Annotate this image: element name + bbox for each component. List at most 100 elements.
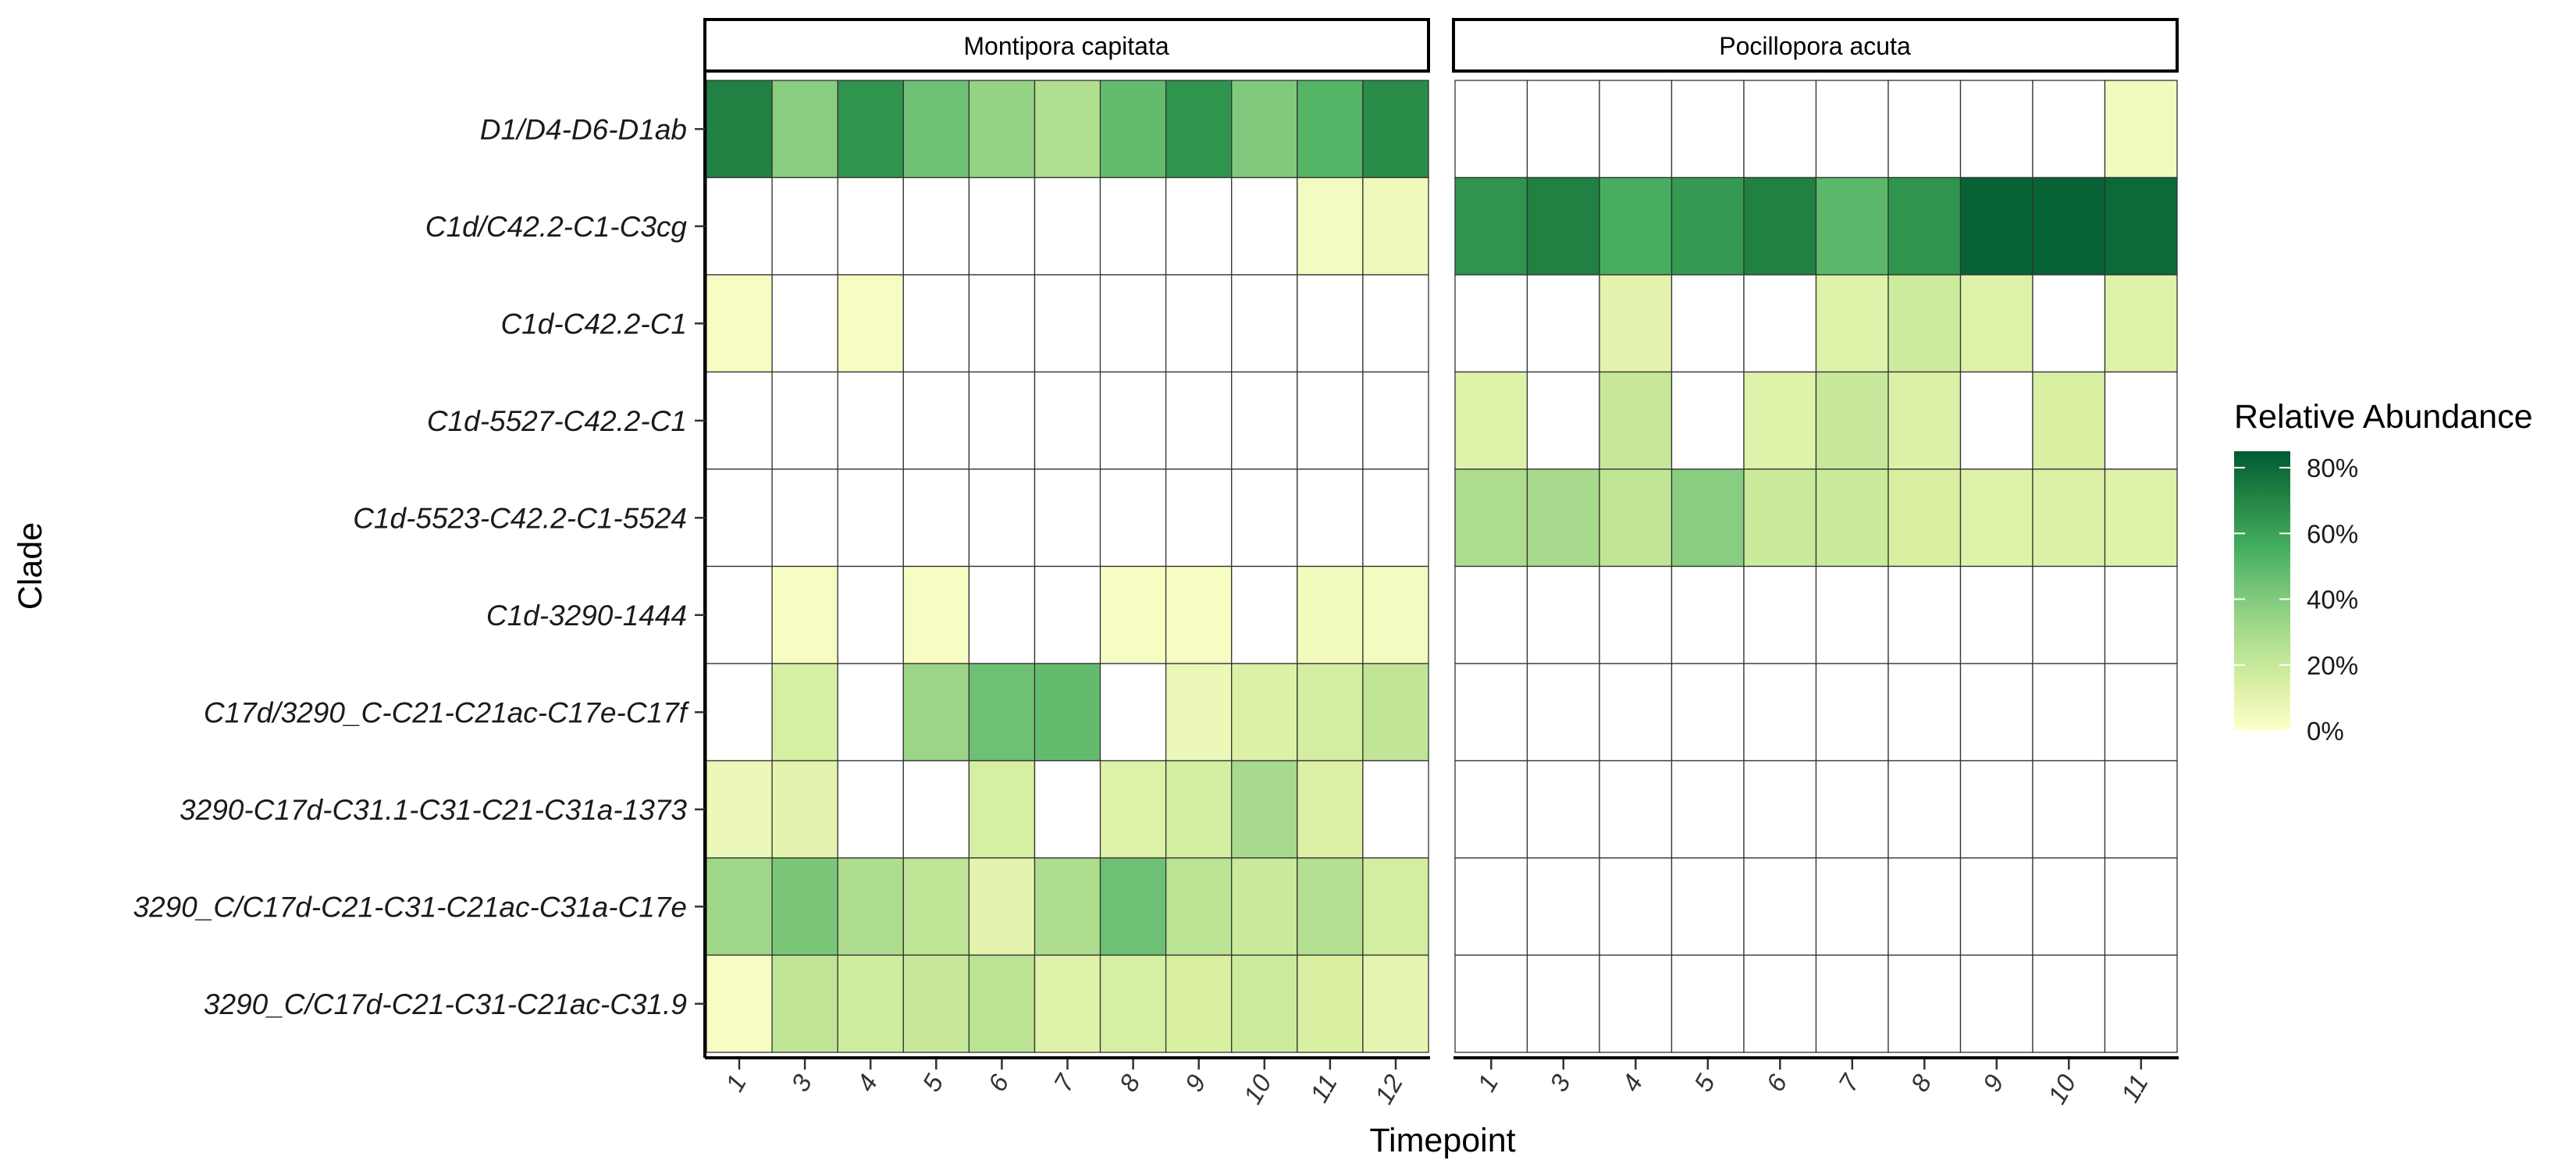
heatmap-cell <box>771 274 838 373</box>
heatmap-cell <box>1670 760 1745 859</box>
x-tick-label: 1 <box>720 1070 752 1096</box>
heatmap-cell <box>1034 565 1101 664</box>
heatmap-cell <box>902 80 970 179</box>
heatmap-cell <box>1099 760 1167 859</box>
heatmap-cell <box>1959 663 2033 762</box>
heatmap-cell <box>1670 954 1745 1053</box>
panel-strip <box>703 18 1430 73</box>
heatmap-cell <box>1231 371 1298 470</box>
heatmap-cell <box>1815 760 1889 859</box>
heatmap-cell <box>1959 565 2033 664</box>
heatmap-cell <box>1670 176 1745 276</box>
x-tick-label: 5 <box>916 1069 949 1096</box>
x-ticks-montipora: 1 3 4 5 6 7 8 9 10 11 12 <box>720 1059 1408 1109</box>
heatmap-cell <box>2104 663 2178 762</box>
heatmap-cell <box>1599 80 1673 179</box>
heatmap-cell <box>1599 176 1673 276</box>
heatmap-cell <box>1099 954 1167 1053</box>
heatmap-cell <box>771 857 838 956</box>
heatmap-cell <box>1231 468 1298 568</box>
heatmap-cell <box>1034 760 1101 859</box>
heatmap-cell <box>837 760 904 859</box>
heatmap-cell <box>968 663 1036 762</box>
heatmap-cell <box>1099 80 1167 179</box>
heatmap-cell <box>902 371 970 470</box>
heatmap-cell <box>1670 565 1745 664</box>
heatmap-cell <box>1815 565 1889 664</box>
x-tick-label: 12 <box>1369 1070 1408 1109</box>
heatmap-cell <box>1670 857 1745 956</box>
heatmap-cell <box>706 565 773 664</box>
heatmap-cell <box>1165 176 1233 276</box>
heatmap-cell <box>771 663 838 762</box>
x-tick-label: 10 <box>2042 1069 2082 1109</box>
heatmap-cell <box>837 371 904 470</box>
x-tick-label: 5 <box>1688 1069 1721 1096</box>
heatmap-cell <box>1599 663 1673 762</box>
heatmap-cell <box>1362 760 1429 859</box>
heatmap-cell <box>968 176 1036 276</box>
heatmap-cell <box>1165 371 1233 470</box>
heatmap-cell <box>1034 468 1101 568</box>
heatmap-cell <box>2104 857 2178 956</box>
heatmap-cell <box>1362 857 1429 956</box>
heatmap-cell <box>1599 274 1673 373</box>
x-tick-label: 8 <box>1905 1069 1937 1096</box>
legend-ticks: 0% 20% 40% 60% 80% <box>2234 454 2358 746</box>
heatmap-cell <box>1362 176 1429 276</box>
heatmap-cell <box>771 80 838 179</box>
heatmap-cell <box>902 663 970 762</box>
heatmap-cell <box>1231 565 1298 664</box>
clade-label: D1/D4-D6-D1ab <box>480 113 687 145</box>
heatmap-cell <box>1297 663 1364 762</box>
heatmap-cell <box>1815 371 1889 470</box>
heatmap-cell <box>1231 80 1298 179</box>
heatmap-cell <box>1959 857 2033 956</box>
heatmap-cell <box>1888 565 1962 664</box>
heatmap-cell <box>1034 954 1101 1053</box>
legend-tick-label: 20% <box>2307 651 2358 680</box>
heatmap-cell <box>1231 857 1298 956</box>
panel-montipora-capitata: Montipora capitata 1 3 4 5 6 7 8 9 10 11 12 <box>703 18 1430 1109</box>
heatmap-cell <box>1888 760 1962 859</box>
heatmap-cell <box>837 663 904 762</box>
heatmap-cell <box>706 80 773 179</box>
heatmap-cell <box>968 954 1036 1053</box>
clade-label: C17d/3290_C-C21-C21ac-C17e-C17f <box>204 696 690 728</box>
heatmap-cell <box>771 565 838 664</box>
heatmap-cell <box>1815 80 1889 179</box>
heatmap-cell <box>1526 857 1600 956</box>
heatmap-cell <box>1743 80 1817 179</box>
heatmap-cell <box>1231 760 1298 859</box>
heatmap-cell <box>1670 468 1745 568</box>
x-tick-label: 6 <box>982 1069 1015 1096</box>
heatmap-cell <box>2104 565 2178 664</box>
heatmap-cell <box>1526 274 1600 373</box>
heatmap-cell <box>1454 371 1528 470</box>
heatmap-cell <box>1959 176 2033 276</box>
clade-label: C1d/C42.2-C1-C3cg <box>425 211 688 243</box>
heatmap-cell <box>1599 760 1673 859</box>
heatmap-cell <box>706 468 773 568</box>
heatmap-cell <box>968 371 1036 470</box>
x-axis-title: Timepoint <box>1369 1122 1515 1159</box>
heatmap-cell <box>2032 565 2106 664</box>
heatmap-cell <box>1454 760 1528 859</box>
heatmap-cell <box>2104 274 2178 373</box>
heatmap-cell <box>1099 176 1167 276</box>
heatmap-cell <box>2104 760 2178 859</box>
heatmap-cell <box>1034 857 1101 956</box>
x-tick-label: 11 <box>2115 1070 2154 1107</box>
heatmap-cell <box>1297 80 1364 179</box>
heatmap-cell <box>706 954 773 1053</box>
heatmap-cell <box>706 274 773 373</box>
heatmap-cell <box>2032 80 2106 179</box>
clade-label: 3290-C17d-C31.1-C31-C21-C31a-1373 <box>180 794 687 826</box>
heatmap-cell <box>837 80 904 179</box>
heatmap-cell <box>837 468 904 568</box>
heatmap-cell <box>1165 468 1233 568</box>
heatmap-cell <box>1231 176 1298 276</box>
clade-label: C1d-5523-C42.2-C1-5524 <box>353 502 687 534</box>
heatmap-cell <box>2032 371 2106 470</box>
